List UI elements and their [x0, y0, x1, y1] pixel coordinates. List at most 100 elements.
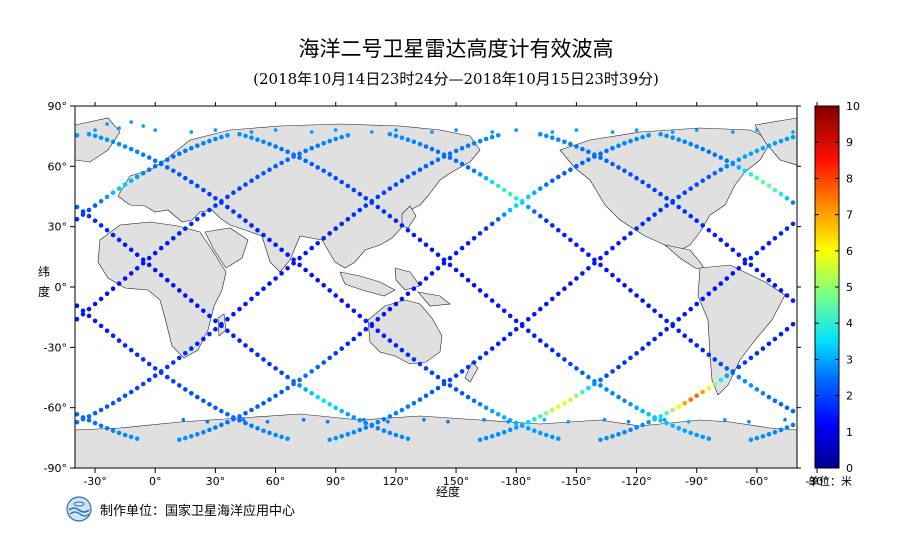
- track-point: [447, 155, 453, 160]
- track-point: [790, 422, 796, 428]
- track-point: [122, 432, 128, 438]
- track-point: [297, 262, 302, 268]
- track-point: [339, 408, 345, 414]
- track-point: [544, 432, 549, 438]
- nsoas-logo-icon: [66, 496, 92, 522]
- colorbar-unit: 单位：米: [808, 474, 852, 488]
- track-point: [706, 385, 712, 391]
- track-point: [538, 306, 543, 312]
- track-point: [165, 364, 170, 370]
- track-point: [495, 133, 501, 138]
- track-point: [104, 291, 110, 297]
- track-point: [628, 288, 633, 293]
- track-point: [92, 301, 98, 307]
- track-point: [345, 432, 351, 437]
- track-point: [429, 160, 435, 166]
- track-point: [748, 262, 754, 268]
- track-point: [267, 397, 272, 402]
- track-point: [134, 252, 140, 258]
- track-point: [399, 434, 405, 440]
- track-point: [152, 373, 158, 379]
- track-point: [423, 366, 429, 371]
- track-point: [171, 168, 176, 174]
- track-point: [550, 178, 555, 183]
- track-point: [321, 283, 327, 288]
- track-point: [580, 389, 585, 395]
- track-point: [351, 336, 357, 342]
- x-axis-label: 经度: [436, 484, 460, 499]
- track-point: [405, 227, 411, 233]
- track-point: [610, 369, 615, 374]
- track-point: [315, 240, 321, 246]
- indonesia: [339, 271, 396, 297]
- track-point: [526, 194, 531, 200]
- track-point: [303, 267, 308, 273]
- track-point: [146, 361, 152, 367]
- track-point: [622, 236, 627, 241]
- track-point: [279, 389, 284, 395]
- track-point: [104, 137, 110, 142]
- track-point: [219, 200, 224, 205]
- track-point: [748, 255, 754, 261]
- track-point: [616, 432, 621, 437]
- australia: [367, 299, 443, 365]
- track-point: [700, 223, 705, 228]
- track-point: [724, 158, 730, 164]
- track-point: [532, 333, 537, 339]
- track-point: [423, 144, 429, 149]
- track-point: [628, 402, 633, 407]
- track-point: [177, 437, 182, 443]
- track-point: [116, 237, 122, 243]
- colorbar-tick-label: 2: [846, 390, 853, 403]
- track-point: [339, 346, 345, 351]
- track-point: [69, 200, 74, 205]
- track-point: [315, 277, 321, 283]
- track-point: [429, 146, 435, 152]
- track-point: [483, 435, 489, 441]
- track-point: [495, 432, 501, 437]
- track-point: [297, 383, 302, 388]
- track-point: [694, 218, 699, 223]
- track-point: [646, 133, 651, 138]
- track-point: [177, 288, 182, 293]
- track-point: [634, 226, 639, 231]
- track-point: [652, 336, 657, 342]
- track-point: [80, 311, 86, 317]
- track-point: [544, 301, 549, 307]
- track-point: [327, 355, 333, 361]
- colorbar-tick-label: 10: [846, 100, 860, 113]
- track-point: [110, 333, 116, 339]
- track-point: [189, 145, 194, 151]
- track-point: [75, 133, 80, 138]
- track-point: [662, 417, 667, 422]
- track-point: [429, 389, 435, 395]
- track-point: [616, 394, 621, 400]
- track-point: [231, 311, 236, 317]
- track-point: [712, 286, 718, 292]
- x-tick-label: -90°: [685, 475, 708, 488]
- track-point: [586, 252, 591, 258]
- track-point: [140, 152, 146, 157]
- track-point: [526, 328, 531, 334]
- track-point: [694, 343, 699, 348]
- track-point: [712, 381, 718, 387]
- track-point: [640, 346, 645, 351]
- x-tick-label: -60°: [745, 475, 768, 488]
- track-point: [748, 151, 754, 156]
- track-point: [580, 146, 585, 152]
- track-point: [219, 408, 224, 414]
- y-tick-label: 30°: [48, 221, 68, 234]
- track-point: [430, 130, 434, 134]
- track-point: [393, 432, 399, 438]
- track-point: [201, 141, 206, 146]
- track-point: [303, 373, 308, 379]
- track-point: [122, 343, 128, 348]
- track-point: [580, 271, 585, 276]
- greenland-left: [75, 117, 121, 163]
- track-point: [495, 216, 501, 222]
- track-point: [718, 155, 724, 160]
- track-point: [580, 160, 585, 166]
- track-point: [405, 174, 411, 180]
- track-point: [325, 419, 330, 424]
